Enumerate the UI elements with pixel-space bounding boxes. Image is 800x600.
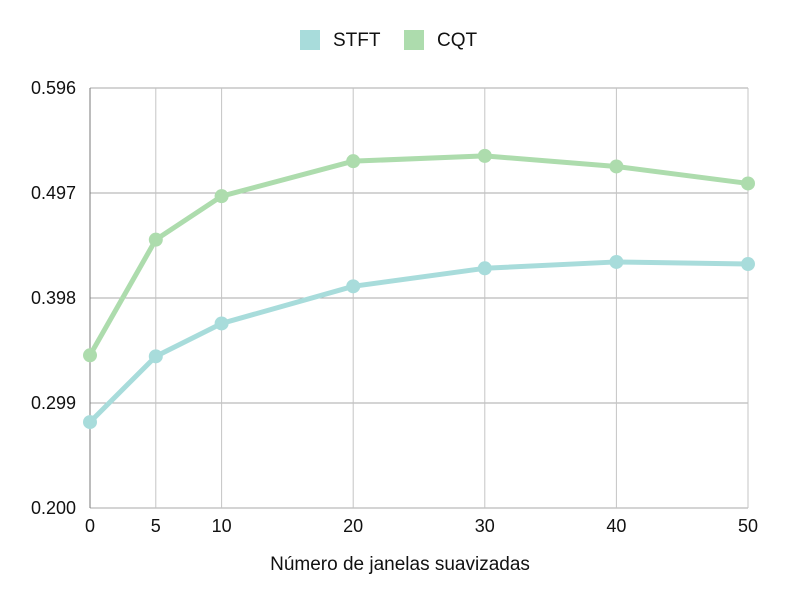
y-tick-label: 0.299 [31,393,76,413]
y-tick-label: 0.596 [31,78,76,98]
data-point [214,316,229,331]
data-point [83,415,97,430]
y-tick-label: 0.200 [31,498,76,518]
series-layer [83,148,755,430]
data-point [83,348,97,363]
y-tick-label: 0.398 [31,288,76,308]
x-tick-label: 40 [606,516,626,536]
data-point [741,176,755,191]
data-point [609,159,624,174]
data-point [346,154,361,169]
series-cqt [83,148,755,363]
data-point [477,148,492,163]
x-tick-label: 0 [85,516,95,536]
data-point [346,279,361,294]
legend-label: CQT [437,30,478,51]
legend: STFT CQT [300,30,478,51]
x-tick-label: 30 [475,516,495,536]
grid [89,87,749,509]
x-tick-label: 10 [212,516,232,536]
data-point [148,232,163,247]
series-stft [83,254,755,430]
axes: 0.200 0.299 0.398 0.497 0.596 0 5 10 20 30 40 50 [31,78,758,536]
x-tick-label: 50 [738,516,758,536]
y-tick-label: 0.497 [31,183,76,203]
legend-swatch [300,30,320,50]
data-point [609,254,624,269]
data-point [477,261,492,276]
data-point [741,257,755,272]
series-line [87,259,751,425]
series-line [87,153,751,358]
legend-swatch [404,30,424,50]
data-point [214,189,229,204]
x-tick-label: 5 [151,516,161,536]
data-point [148,349,163,364]
x-tick-label: 20 [343,516,363,536]
legend-label: STFT [333,30,381,51]
x-axis-title: Número de janelas suavizadas [270,554,530,575]
